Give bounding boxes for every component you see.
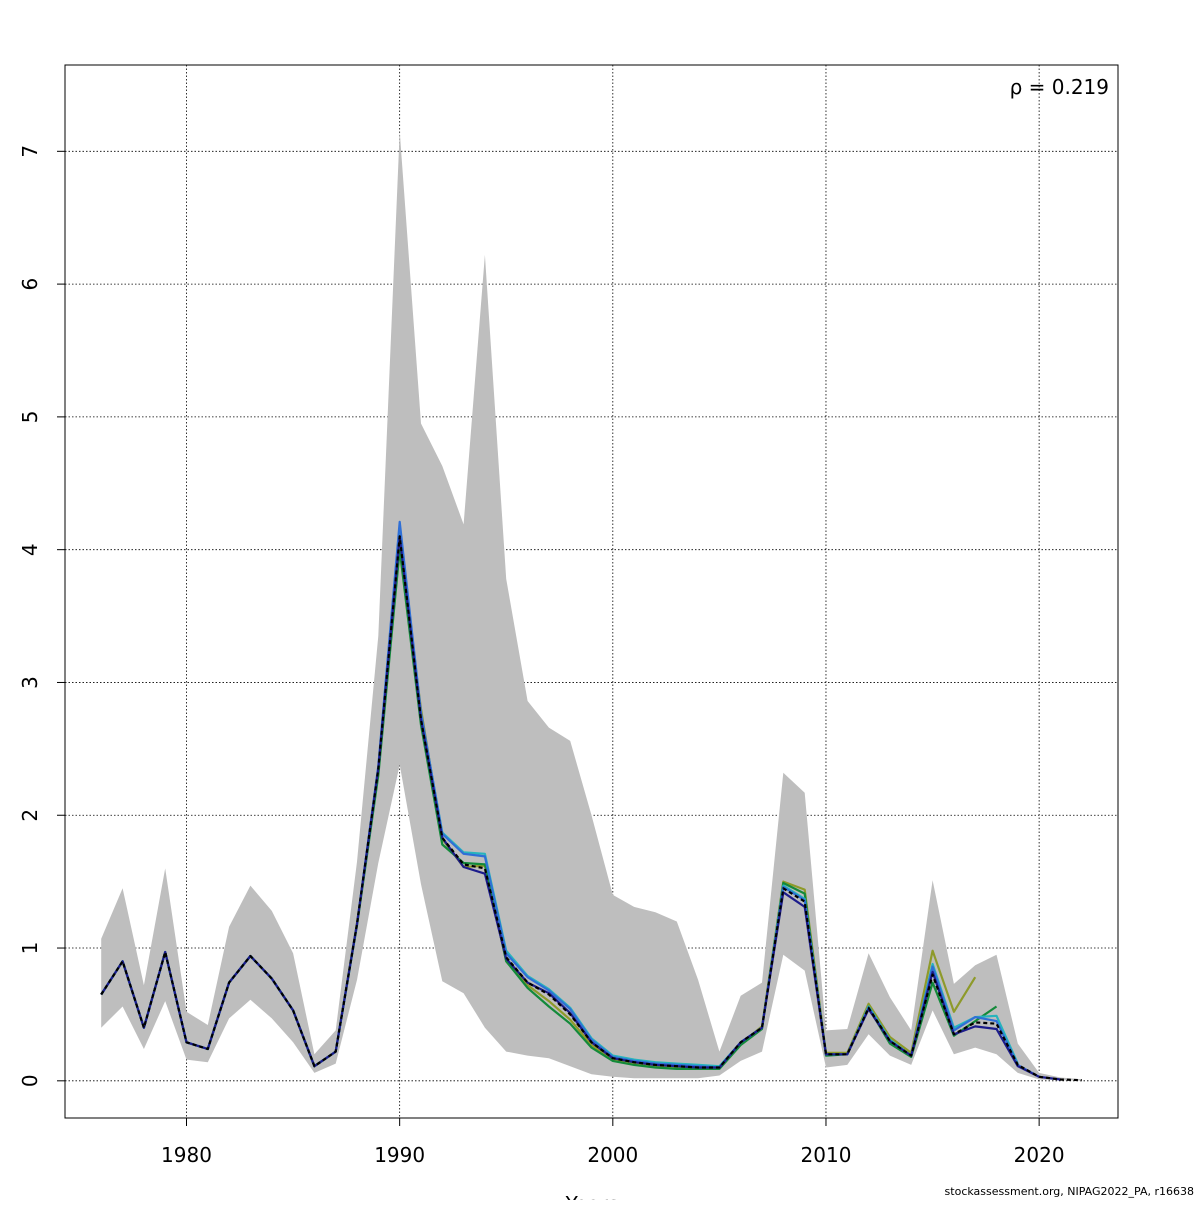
confidence-band-layer [101,131,1082,1081]
x-axis: 1980 1990 2000 2010 2020 [161,1118,1065,1167]
x-tick-label: 2010 [801,1143,852,1167]
y-tick-label: 7 [18,145,42,158]
y-tick-label: 0 [18,1074,42,1087]
series-line-0 [100,535,1082,1082]
y-tick-label: 6 [18,278,42,291]
x-tick-label: 1980 [161,1143,212,1167]
rho-annotation: ρ = 0.219 [1010,75,1109,99]
x-tick-label: 2000 [587,1143,638,1167]
footer-credit: stockassessment.org, NIPAG2022_PA, r1663… [944,1185,1194,1198]
y-tick-label: 1 [18,942,42,955]
y-tick-label: 4 [18,543,42,556]
y-tick-label: 5 [18,411,42,424]
plot-frame [64,64,1119,1119]
y-axis: 0 1 2 3 4 5 6 7 [18,145,65,1087]
y-tick-label: 3 [18,676,42,689]
series-layer [100,520,1082,1082]
x-tick-label: 1990 [374,1143,425,1167]
x-axis-title: Years [565,1192,619,1200]
y-tick-label: 2 [18,809,42,822]
x-tick-label: 2020 [1014,1143,1065,1167]
confidence-band [101,131,1082,1081]
